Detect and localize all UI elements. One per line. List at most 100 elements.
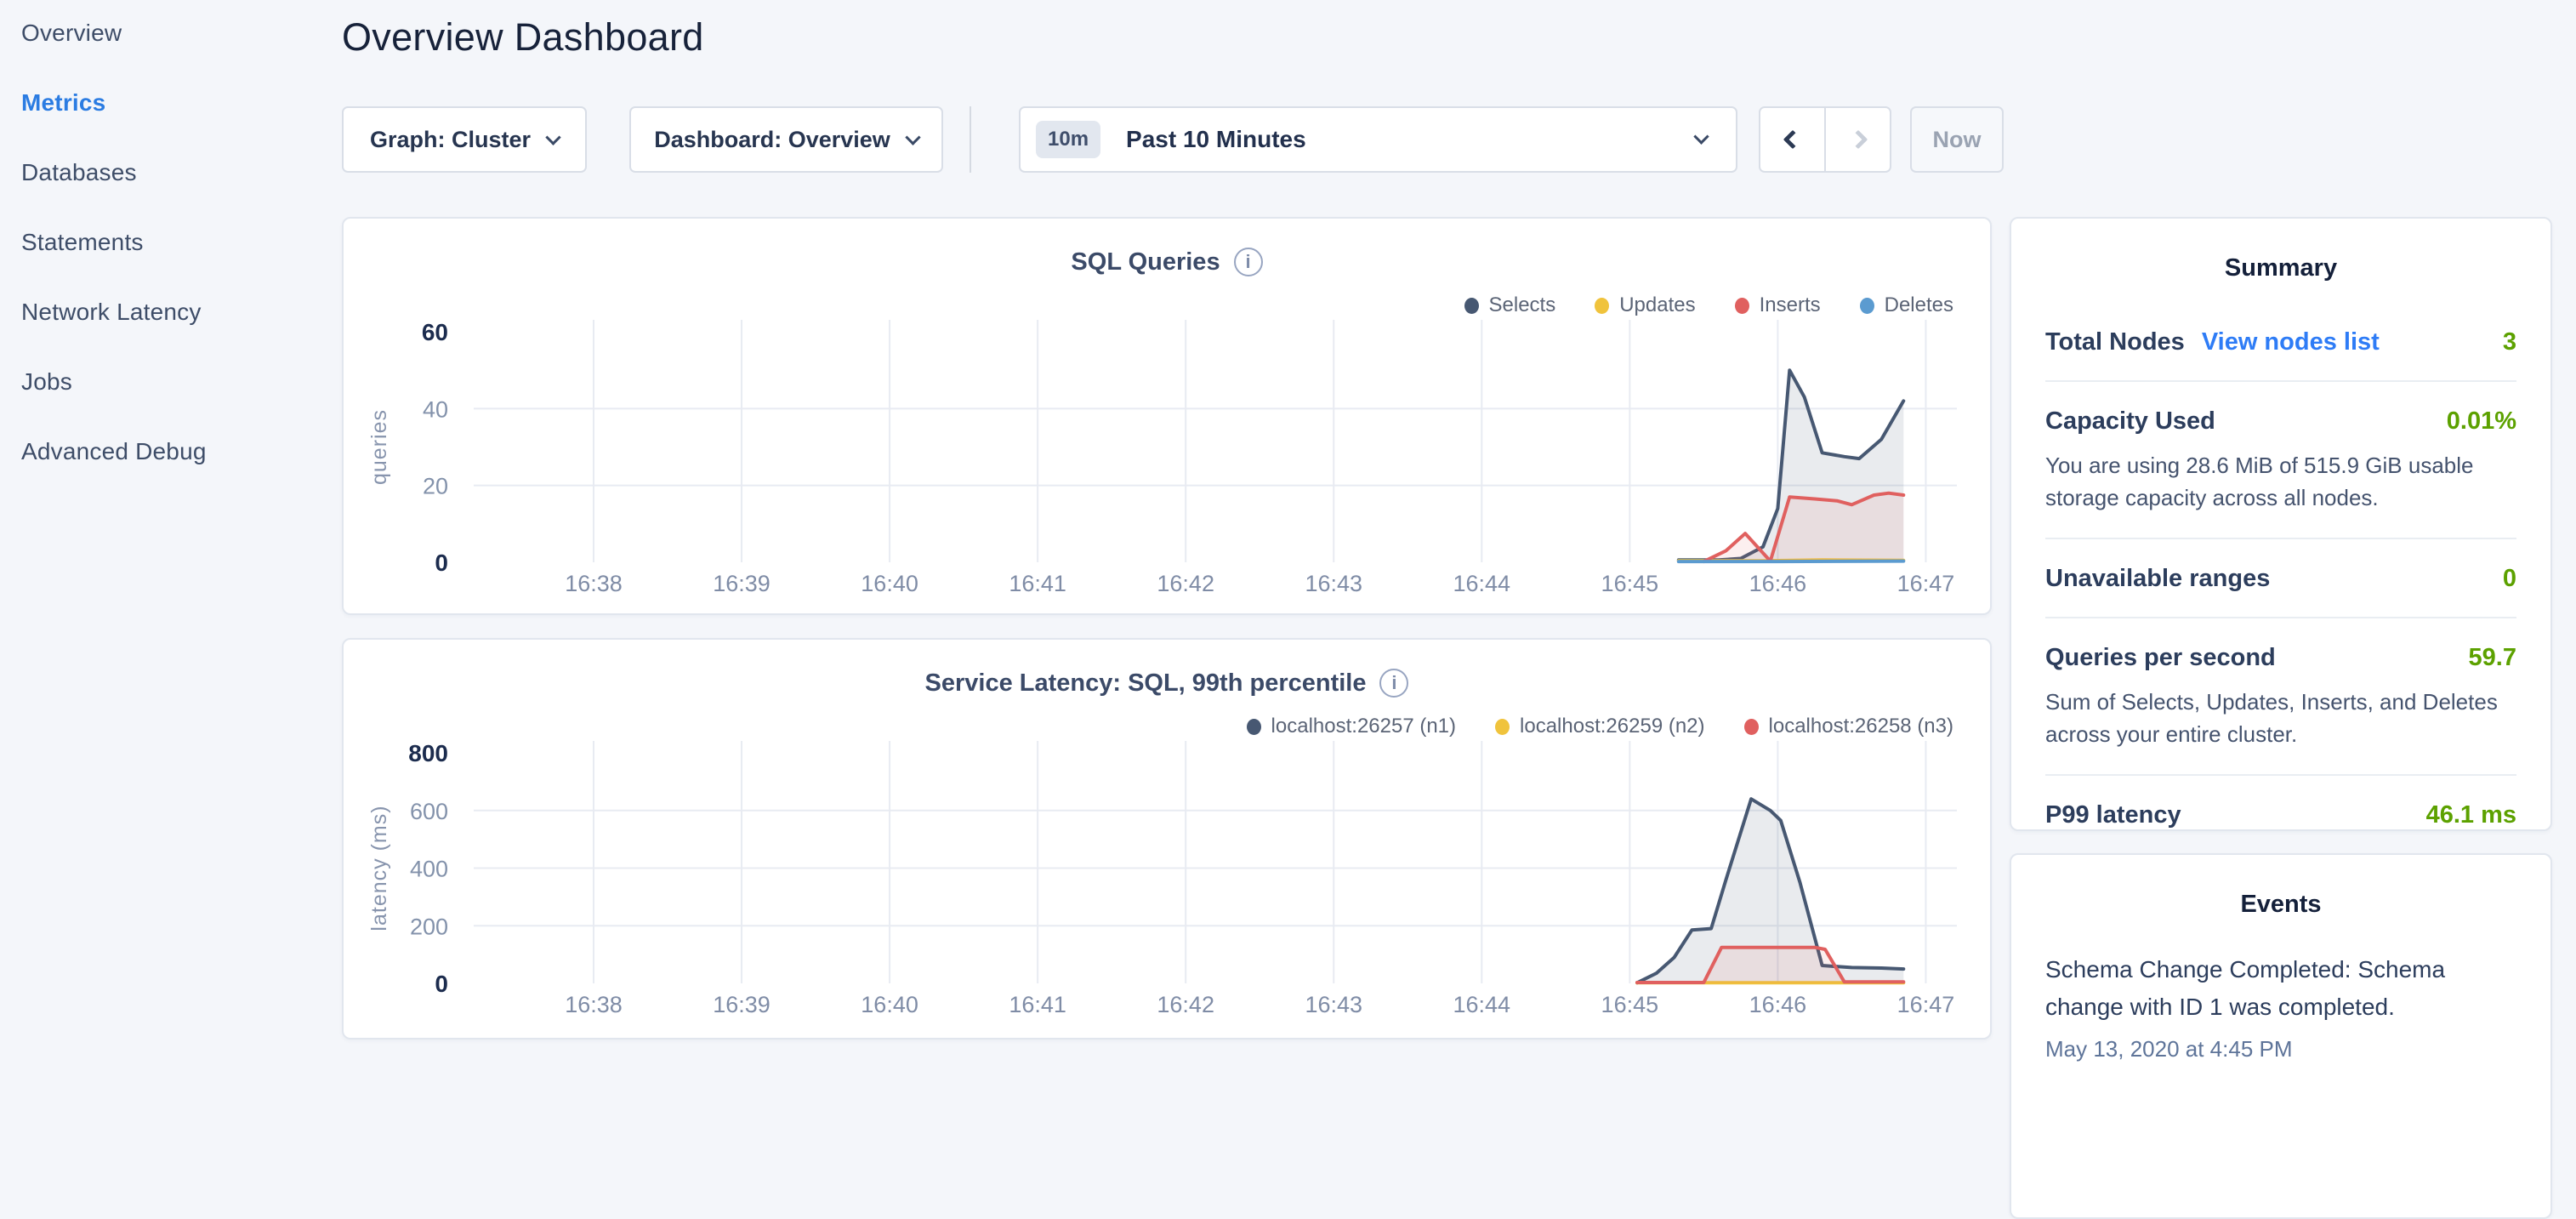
sidebar-item-advanced-debug[interactable]: Advanced Debug	[21, 438, 207, 464]
svg-text:200: 200	[410, 914, 448, 939]
svg-text:16:46: 16:46	[1749, 992, 1807, 1017]
summary-row-unavailable-ranges: Unavailable ranges 0	[2045, 539, 2516, 618]
legend-item: localhost:26258 (n3)	[1743, 715, 1953, 738]
sidebar-item-statements[interactable]: Statements	[21, 229, 144, 255]
svg-text:16:44: 16:44	[1453, 571, 1511, 596]
svg-text:16:40: 16:40	[861, 571, 918, 596]
dashboard-dropdown-label: Dashboard: Overview	[654, 126, 890, 152]
toolbar-divider	[970, 106, 971, 173]
summary-row-description: Sum of Selects, Updates, Inserts, and De…	[2045, 689, 2498, 747]
event-message: Schema Change Completed: Schema change w…	[2045, 956, 2446, 1020]
legend-dot-icon	[1246, 718, 1261, 735]
svg-text:16:47: 16:47	[1897, 992, 1955, 1017]
graph-dropdown-label: Graph: Cluster	[369, 126, 532, 152]
legend-dot-icon	[1495, 718, 1510, 735]
svg-text:16:38: 16:38	[565, 571, 623, 596]
summary-row-capacity-used: Capacity Used 0.01% You are using 28.6 M…	[2045, 382, 2516, 539]
legend-dot-icon	[1464, 297, 1479, 314]
next-time-button[interactable]	[1826, 108, 1890, 171]
summary-row-value: 0	[2502, 565, 2516, 592]
summary-row-value: 0.01%	[2446, 407, 2516, 435]
sidebar: Overview Metrics Databases Statements Networ…	[21, 19, 310, 507]
svg-text:0: 0	[435, 971, 448, 997]
svg-text:60: 60	[422, 320, 448, 345]
svg-text:latency (ms): latency (ms)	[367, 805, 391, 931]
svg-text:queries: queries	[367, 409, 391, 485]
service-latency-chart-card: Service Latency: SQL, 99th percentile i …	[342, 638, 1992, 1040]
svg-text:16:41: 16:41	[1009, 571, 1066, 596]
chart-title-row: SQL Queries i	[344, 248, 1990, 276]
sidebar-item-overview[interactable]: Overview	[21, 20, 122, 46]
sidebar-item-network-latency[interactable]: Network Latency	[21, 299, 202, 325]
svg-text:16:46: 16:46	[1749, 571, 1807, 596]
svg-text:800: 800	[408, 741, 448, 766]
chevron-down-icon	[1693, 128, 1709, 145]
svg-text:40: 40	[423, 396, 448, 422]
chart-title: Service Latency: SQL, 99th percentile	[924, 669, 1367, 697]
summary-row-label: P99 latency	[2045, 801, 2181, 829]
summary-rows: Total Nodes View nodes list 3 Capacity U…	[2011, 282, 2550, 853]
chart-title: SQL Queries	[1071, 248, 1220, 276]
now-button[interactable]: Now	[1910, 106, 2004, 173]
legend-item: Deletes	[1859, 293, 1953, 317]
summary-row-p99-latency: P99 latency 46.1 ms	[2045, 776, 2516, 853]
events-panel: Events Schema Change Completed: Schema c…	[2010, 853, 2552, 1219]
summary-row-queries-per-second: Queries per second 59.7 Sum of Selects, …	[2045, 618, 2516, 776]
info-icon[interactable]: i	[1379, 669, 1409, 698]
svg-text:16:42: 16:42	[1157, 992, 1214, 1017]
chart-title-row: Service Latency: SQL, 99th percentile i	[344, 669, 1990, 698]
chart-canvas[interactable]: 0 20 40 60 16:38 16:39 16:40 16:41 16:42 16:43 16:…	[344, 320, 1990, 609]
svg-text:16:45: 16:45	[1601, 992, 1659, 1017]
svg-text:0: 0	[435, 550, 448, 576]
summary-panel: Summary Total Nodes View nodes list 3 Ca…	[2010, 217, 2552, 831]
svg-text:600: 600	[410, 799, 448, 824]
event-item[interactable]: Schema Change Completed: Schema change w…	[2011, 951, 2550, 1062]
legend-item: Updates	[1595, 293, 1696, 317]
page-title: Overview Dashboard	[342, 15, 704, 59]
events-list: Schema Change Completed: Schema change w…	[2011, 951, 2550, 1062]
sidebar-item-databases[interactable]: Databases	[21, 159, 137, 185]
summary-row-label: Unavailable ranges	[2045, 565, 2271, 592]
legend-dot-icon	[1595, 297, 1610, 314]
info-icon[interactable]: i	[1233, 248, 1263, 276]
svg-text:16:40: 16:40	[861, 992, 918, 1017]
summary-row-value: 3	[2502, 328, 2516, 356]
svg-text:400: 400	[410, 857, 448, 882]
summary-row-total-nodes: Total Nodes View nodes list 3	[2045, 303, 2516, 382]
summary-row-label: Capacity Used	[2045, 407, 2215, 435]
chart-canvas[interactable]: 0 200 400 600 800 16:38 16:39 16:40 16:41 16:42 16…	[344, 741, 1990, 1030]
time-range-label: Past 10 Minutes	[1126, 126, 1306, 152]
svg-text:16:43: 16:43	[1305, 571, 1362, 596]
svg-text:16:39: 16:39	[713, 992, 771, 1017]
svg-text:20: 20	[423, 474, 448, 499]
prev-time-button[interactable]	[1760, 108, 1826, 171]
time-pager	[1759, 106, 1891, 173]
graph-dropdown[interactable]: Graph: Cluster	[342, 106, 587, 173]
legend-item: localhost:26259 (n2)	[1495, 715, 1705, 738]
summary-row-description: You are using 28.6 MiB of 515.9 GiB usab…	[2045, 453, 2474, 510]
event-timestamp: May 13, 2020 at 4:45 PM	[2045, 1036, 2293, 1062]
svg-text:16:41: 16:41	[1009, 992, 1066, 1017]
toolbar: Graph: Cluster Dashboard: Overview 10m P…	[342, 106, 2004, 173]
svg-text:16:43: 16:43	[1305, 992, 1362, 1017]
legend-item: Selects	[1464, 293, 1555, 317]
time-range-dropdown[interactable]: 10m Past 10 Minutes	[1019, 106, 1737, 173]
sidebar-item-metrics[interactable]: Metrics	[21, 89, 106, 116]
chart-legend: Selects Updates Inserts Deletes	[1464, 293, 1953, 317]
sidebar-item-jobs[interactable]: Jobs	[21, 368, 72, 395]
chevron-left-icon	[1783, 129, 1802, 150]
legend-dot-icon	[1734, 297, 1749, 314]
svg-text:16:47: 16:47	[1897, 571, 1955, 596]
svg-text:16:45: 16:45	[1601, 571, 1659, 596]
chevron-down-icon	[905, 128, 921, 145]
view-nodes-list-link[interactable]: View nodes list	[2201, 328, 2380, 356]
time-range-badge: 10m	[1036, 121, 1101, 158]
svg-text:16:39: 16:39	[713, 571, 771, 596]
legend-item: Inserts	[1734, 293, 1821, 317]
summary-row-label: Total Nodes	[2045, 328, 2185, 356]
chart-legend: localhost:26257 (n1) localhost:26259 (n2)…	[1246, 715, 1953, 738]
summary-title: Summary	[2224, 254, 2338, 282]
dashboard-dropdown[interactable]: Dashboard: Overview	[629, 106, 943, 173]
svg-text:16:42: 16:42	[1157, 571, 1214, 596]
svg-text:16:44: 16:44	[1453, 992, 1511, 1017]
